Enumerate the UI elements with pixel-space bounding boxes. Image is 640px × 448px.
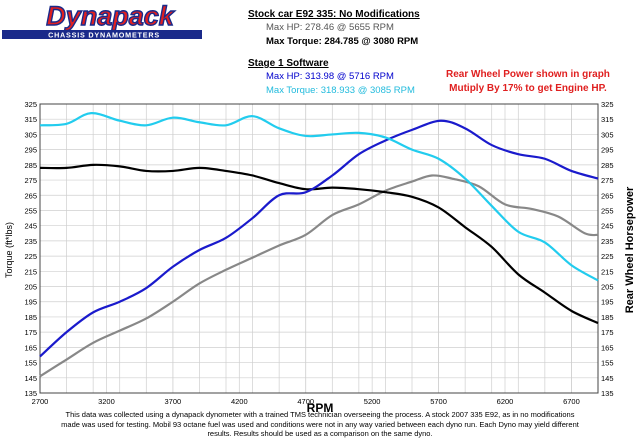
footer-line1: This data was collected using a dynapack…	[65, 410, 575, 419]
logo-tagline-text: CHASSIS DYNAMOMETERS	[48, 30, 160, 39]
footer-line3: results. Results should be used as a com…	[207, 429, 433, 438]
y-tick-label-right: 265	[601, 191, 614, 200]
y-tick-label-left: 255	[24, 206, 37, 215]
y-tick-label-right: 305	[601, 130, 614, 139]
y-tick-label-left: 175	[24, 328, 37, 337]
rear-wheel-note-line1: Rear Wheel Power shown in graph	[446, 69, 610, 80]
y-tick-label-right: 165	[601, 343, 614, 352]
series-line-stock-torque	[39, 163, 599, 325]
y-tick-label-left: 135	[24, 389, 37, 398]
rear-wheel-note: Rear Wheel Power shown in graph Mutiply …	[446, 68, 610, 96]
y-tick-label-left: 295	[24, 146, 37, 155]
x-tick-label: 4700	[297, 397, 314, 406]
y-tick-label-left: 155	[24, 359, 37, 368]
logo-tagline-bar	[2, 30, 202, 39]
x-tick-label: 6700	[563, 397, 580, 406]
y-tick-label-left: 245	[24, 222, 37, 231]
footer-line2: made was used for testing. Mobil 93 octa…	[61, 419, 579, 429]
stock-title: Stock car E92 335: No Modifications	[248, 9, 420, 20]
y-tick-label-left: 165	[24, 343, 37, 352]
x-tick-label: 3200	[98, 397, 115, 406]
y-tick-label-right: 185	[601, 313, 614, 322]
y-tick-label-right: 225	[601, 252, 614, 261]
series-line-stage-1-hp	[39, 119, 599, 358]
x-axis-label: RPM	[307, 401, 334, 415]
y-tick-label-left: 185	[24, 313, 37, 322]
y-tick-label-right: 295	[601, 146, 614, 155]
y-tick-label-left: 325	[24, 100, 37, 109]
series-line-stock-hp	[39, 174, 599, 378]
stock-max-torque: Max Torque: 284.785 @ 3080 RPM	[266, 36, 419, 47]
x-tick-label: 5700	[430, 397, 447, 406]
y-tick-label-left: 225	[24, 252, 37, 261]
x-tick-label: 2700	[32, 397, 49, 406]
chart-axes: 135 135 145 145 155 155 165 165 175 175 185 185 195 1…	[24, 100, 613, 406]
stage1-max-hp: Max HP: 313.98 @ 5716 RPM	[266, 71, 394, 82]
y-tick-label-left: 265	[24, 191, 37, 200]
y-tick-label-right: 155	[601, 359, 614, 368]
y-tick-label-right: 255	[601, 206, 614, 215]
y-tick-label-left: 285	[24, 161, 37, 170]
y-axis-right-label: Rear Wheel Horsepower	[624, 186, 636, 313]
y-tick-label-right: 205	[601, 283, 614, 292]
y-tick-label-left: 235	[24, 237, 37, 246]
x-tick-label: 3700	[165, 397, 182, 406]
y-axis-left-label: Torque (ft*lbs)	[4, 222, 14, 278]
y-tick-label-right: 215	[601, 267, 614, 276]
y-tick-label-right: 315	[601, 115, 614, 124]
y-tick-label-right: 175	[601, 328, 614, 337]
y-tick-label-right: 275	[601, 176, 614, 185]
logo-brand-text: Dynapack	[46, 1, 176, 31]
rear-wheel-note-line2: Mutiply By 17% to get Engine HP.	[449, 83, 607, 94]
y-tick-label-right: 285	[601, 161, 614, 170]
y-tick-label-right: 325	[601, 100, 614, 109]
chart-grid	[39, 103, 598, 394]
x-tick-label: 5200	[364, 397, 381, 406]
y-tick-label-left: 215	[24, 267, 37, 276]
y-tick-label-right: 235	[601, 237, 614, 246]
x-tick-label: 4200	[231, 397, 248, 406]
x-tick-label: 6200	[497, 397, 514, 406]
stage1-title: Stage 1 Software	[248, 58, 329, 69]
y-tick-label-left: 275	[24, 176, 37, 185]
series-line-stage-1-torque	[39, 112, 599, 282]
y-tick-label-left: 315	[24, 115, 37, 124]
y-tick-label-right: 195	[601, 298, 614, 307]
y-tick-label-right: 145	[601, 374, 614, 383]
y-tick-label-right: 245	[601, 222, 614, 231]
y-tick-label-left: 305	[24, 130, 37, 139]
dynapack-logo: Dynapack CHASSIS DYNAMOMETERS	[2, 0, 202, 39]
y-tick-label-left: 195	[24, 298, 37, 307]
stock-max-hp: Max HP: 278.46 @ 5655 RPM	[266, 22, 394, 33]
y-tick-label-left: 145	[24, 374, 37, 383]
stage1-max-torque: Max Torque: 318.933 @ 3085 RPM	[266, 85, 415, 96]
footer-disclaimer: This data was collected using a dynapack…	[40, 410, 600, 439]
y-tick-label-left: 205	[24, 283, 37, 292]
plot-frame	[39, 103, 599, 394]
y-tick-label-right: 135	[601, 389, 614, 398]
chart-series	[39, 112, 599, 378]
